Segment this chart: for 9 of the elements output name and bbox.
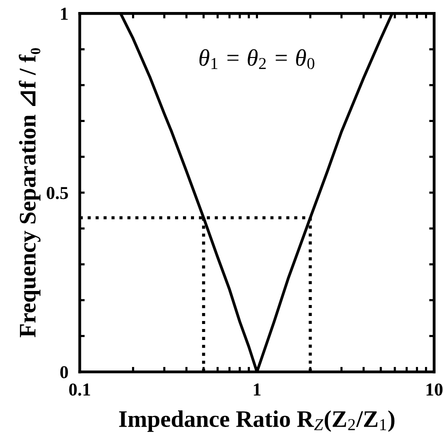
- y-tick-label: 0: [60, 366, 68, 378]
- y-axis-title: Frequency Separation ⊿f / f₀: [18, 48, 41, 338]
- y-tick-label: 1: [61, 8, 68, 20]
- x-tick-label: 1: [254, 384, 261, 396]
- annotation: θ$_{1}$ = θ$_{2}$ = θ$_{0}$: [199, 49, 314, 70]
- x-tick-label: 10: [426, 383, 442, 396]
- y-tick-label: 0.5: [46, 186, 68, 200]
- x-tick-label: 0.1: [69, 383, 90, 396]
- x-axis-title: Impedance Ratio R$_{Z}$(Z$_{2}$/Z$_{1}$): [119, 410, 394, 432]
